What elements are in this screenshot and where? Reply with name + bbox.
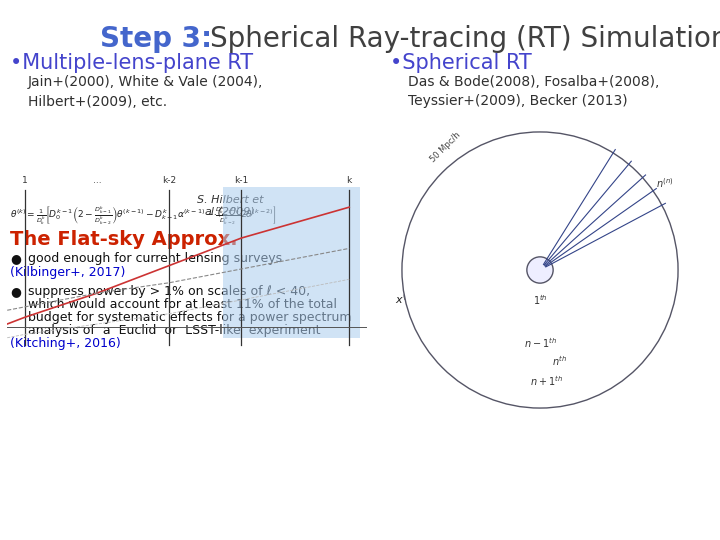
Text: $n^{th}$: $n^{th}$ xyxy=(552,354,567,368)
Text: good enough for current lensing surveys: good enough for current lensing surveys xyxy=(28,252,282,265)
Text: k: k xyxy=(346,176,352,185)
Text: •Multiple-lens-plane RT: •Multiple-lens-plane RT xyxy=(10,53,253,73)
Text: which would account for at least 11% of the total: which would account for at least 11% of … xyxy=(28,298,337,311)
Text: ...: ... xyxy=(93,176,102,185)
Text: Jain+(2000), White & Vale (2004),
Hilbert+(2009), etc.: Jain+(2000), White & Vale (2004), Hilber… xyxy=(28,75,264,109)
Text: Step 3:: Step 3: xyxy=(100,25,222,53)
Text: k-1: k-1 xyxy=(234,176,248,185)
Text: Das & Bode(2008), Fosalba+(2008),
Teyssier+(2009), Becker (2013): Das & Bode(2008), Fosalba+(2008), Teyssi… xyxy=(408,75,660,109)
Text: $1^{th}$: $1^{th}$ xyxy=(533,294,547,307)
Circle shape xyxy=(516,246,564,294)
Circle shape xyxy=(472,201,608,339)
Text: k-2: k-2 xyxy=(162,176,176,185)
Circle shape xyxy=(451,180,629,360)
Text: suppress power by > 1% on scales of ℓ < 40,: suppress power by > 1% on scales of ℓ < … xyxy=(28,285,310,298)
Text: •Spherical RT: •Spherical RT xyxy=(390,53,532,73)
Text: $\theta^{(k)} = \frac{1}{D_k^k}\left[D_0^{k-1}\left(2-\frac{D_{k-1}^k}{D_{k-2}^k: $\theta^{(k)} = \frac{1}{D_k^k}\left[D_0… xyxy=(10,205,276,227)
Circle shape xyxy=(527,257,553,283)
Text: analysis of  a  Euclid  or  LSST-like  experiment: analysis of a Euclid or LSST-like experi… xyxy=(28,324,320,337)
Text: ●: ● xyxy=(10,285,21,298)
Text: $n^{(n)}$: $n^{(n)}$ xyxy=(656,177,673,191)
Text: (Kitching+, 2016): (Kitching+, 2016) xyxy=(10,337,121,350)
Text: The Flat-sky Approx.: The Flat-sky Approx. xyxy=(10,230,238,249)
Text: Spherical Ray-tracing (RT) Simulation: Spherical Ray-tracing (RT) Simulation xyxy=(210,25,720,53)
Circle shape xyxy=(415,145,665,395)
Text: 50 Mpc/h: 50 Mpc/h xyxy=(428,131,462,164)
Text: 1: 1 xyxy=(22,176,28,185)
Text: $n-1^{th}$: $n-1^{th}$ xyxy=(523,336,557,349)
Circle shape xyxy=(494,224,586,316)
Text: (Kilbinger+, 2017): (Kilbinger+, 2017) xyxy=(10,266,125,279)
Text: S. Hilbert et
al.(2009): S. Hilbert et al.(2009) xyxy=(197,195,264,217)
Text: $n+1^{th}$: $n+1^{th}$ xyxy=(530,374,563,388)
Text: $x^{(n+1)} = \mathcal{R}\left(n^{(n)}\times\alpha^{(n)},\|\alpha^{(n)}\|\right)x: $x^{(n+1)} = \mathcal{R}\left(n^{(n)}\ti… xyxy=(395,290,568,309)
Circle shape xyxy=(432,162,648,378)
Text: ●: ● xyxy=(10,252,21,265)
Bar xyxy=(223,186,360,338)
Circle shape xyxy=(402,132,678,408)
Text: budget for systematic effects for a power spectrum: budget for systematic effects for a powe… xyxy=(28,311,351,324)
